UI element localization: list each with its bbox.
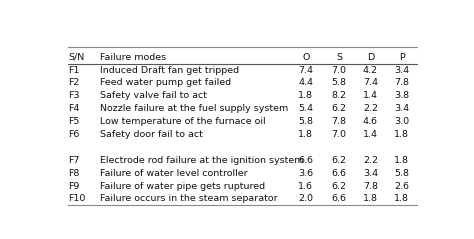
Text: 5.8: 5.8 [298,117,313,126]
Text: 6.6: 6.6 [331,194,346,203]
Text: Electrode rod failure at the ignition system: Electrode rod failure at the ignition sy… [100,156,303,165]
Text: Feed water pump get failed: Feed water pump get failed [100,78,231,87]
Text: F1: F1 [68,65,80,75]
Text: F4: F4 [68,104,80,113]
Text: 7.0: 7.0 [331,65,346,75]
Text: P: P [399,53,405,62]
Text: Safety door fail to act: Safety door fail to act [100,130,203,139]
Text: 5.4: 5.4 [298,104,313,113]
Text: 1.6: 1.6 [298,182,313,190]
Text: 2.2: 2.2 [363,104,378,113]
Text: Failure modes: Failure modes [100,53,166,62]
Text: D: D [367,53,374,62]
Text: S/N: S/N [68,53,85,62]
Text: 4.4: 4.4 [298,78,313,87]
Text: 7.8: 7.8 [331,117,346,126]
Text: F9: F9 [68,182,80,190]
Text: S: S [336,53,342,62]
Text: 1.4: 1.4 [363,91,378,100]
Text: F7: F7 [68,156,80,165]
Text: 6.2: 6.2 [331,182,346,190]
Text: 3.6: 3.6 [298,169,313,178]
Text: 2.2: 2.2 [363,156,378,165]
Text: F3: F3 [68,91,80,100]
Text: F2: F2 [68,78,80,87]
Text: 3.4: 3.4 [394,65,409,75]
Text: 4.6: 4.6 [363,117,378,126]
Text: 8.2: 8.2 [331,91,346,100]
Text: 2.0: 2.0 [298,194,313,203]
Text: 1.4: 1.4 [363,130,378,139]
Text: O: O [302,53,310,62]
Text: 3.0: 3.0 [394,117,409,126]
Text: 7.4: 7.4 [298,65,313,75]
Text: Failure of water pipe gets ruptured: Failure of water pipe gets ruptured [100,182,265,190]
Text: 7.0: 7.0 [331,130,346,139]
Text: 2.6: 2.6 [394,182,409,190]
Text: 6.6: 6.6 [331,169,346,178]
Text: 6.6: 6.6 [298,156,313,165]
Text: 1.8: 1.8 [394,130,409,139]
Text: 3.4: 3.4 [394,104,409,113]
Text: 3.8: 3.8 [394,91,409,100]
Text: 7.4: 7.4 [363,78,378,87]
Text: Failure occurs in the steam separator: Failure occurs in the steam separator [100,194,277,203]
Text: 5.8: 5.8 [331,78,346,87]
Text: Failure of water level controller: Failure of water level controller [100,169,247,178]
Text: Induced Draft fan get tripped: Induced Draft fan get tripped [100,65,239,75]
Text: Low temperature of the furnace oil: Low temperature of the furnace oil [100,117,265,126]
Text: 7.8: 7.8 [363,182,378,190]
Text: 4.2: 4.2 [363,65,378,75]
Text: 5.8: 5.8 [394,169,409,178]
Text: 6.2: 6.2 [331,104,346,113]
Text: Safety valve fail to act: Safety valve fail to act [100,91,207,100]
Text: 6.2: 6.2 [331,156,346,165]
Text: 1.8: 1.8 [298,130,313,139]
Text: F10: F10 [68,194,86,203]
Text: 3.4: 3.4 [363,169,378,178]
Text: 1.8: 1.8 [394,156,409,165]
Text: 1.8: 1.8 [394,194,409,203]
Text: F6: F6 [68,130,80,139]
Text: 1.8: 1.8 [298,91,313,100]
Text: F5: F5 [68,117,80,126]
Text: Nozzle failure at the fuel supply system: Nozzle failure at the fuel supply system [100,104,288,113]
Text: 7.8: 7.8 [394,78,409,87]
Text: 1.8: 1.8 [363,194,378,203]
Text: F8: F8 [68,169,80,178]
